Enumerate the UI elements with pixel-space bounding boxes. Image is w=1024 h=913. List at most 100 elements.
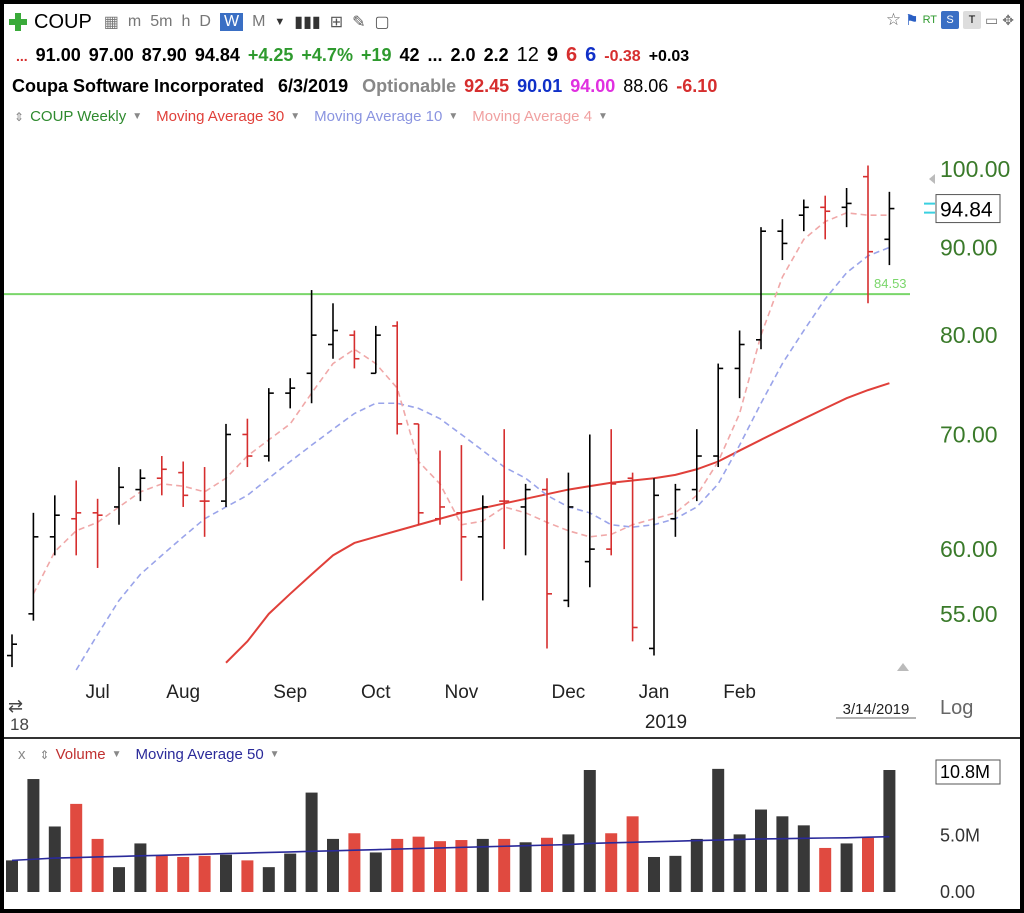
scroll-up-icon [929,174,935,184]
rt-label[interactable]: RT [922,14,938,26]
ohlc-bar [756,227,766,350]
chevron-down-icon: ▼ [111,749,122,760]
volume-bar [797,825,810,892]
volume-ma50-line [11,835,890,862]
volume-bar [776,816,789,892]
toolbar: COUP ▦ m 5m h D W M ▼ ▮▮▮ ⊞ ✎ ▢ ☆ ⚑ RT S… [4,4,1020,40]
quote-v10: +0.03 [648,48,690,65]
legend-ma30[interactable]: Moving Average 30 ▼ [156,108,300,125]
y-tick-label: 90.00 [940,235,998,261]
optionable-label: Optionable [362,76,457,96]
ma10-line [75,246,890,671]
window-icon[interactable]: ▭ [985,11,999,28]
x-tick-label: Feb [723,682,756,703]
timeframe-month[interactable]: M [252,13,266,30]
volume-bar [498,838,511,892]
volume-bar [70,803,83,892]
ohlc-bar [520,483,531,556]
scroll-up-icon [897,663,909,671]
legend-ma10[interactable]: Moving Average 10 ▼ [314,108,458,125]
timeframe-5-minute[interactable]: 5m [150,13,173,30]
ohlc-bar [477,495,488,601]
legend-ma4-label: Moving Average 4 [472,108,593,125]
ohlc-bar [413,423,424,525]
volume-bar [605,833,618,892]
chevron-down-icon: ▼ [269,749,280,760]
ohlc-bar [563,472,574,608]
price-legend: ⇕ COUP Weekly ▼ Moving Average 30 ▼ Movi… [14,108,608,125]
quote-low: 87.90 [141,45,187,65]
ohlc-bar [114,467,124,525]
star-icon[interactable]: ☆ [885,10,902,29]
ma30-value: 92.45 [464,76,510,96]
timeframe-day[interactable]: D [199,13,211,30]
quote-change: +4.25 [247,45,294,65]
year-label: 2019 [645,712,687,733]
grid-icon[interactable]: ⊞ [329,14,344,31]
ohlc-bar [456,445,467,581]
quote-v1: +19 [360,45,392,65]
timeframe-week[interactable]: W [219,13,244,31]
price-marker-lines [924,202,935,214]
symbol-label[interactable]: COUP [34,10,92,33]
notes-icon[interactable]: ▢ [374,14,390,31]
volume-bar [583,770,596,892]
ohlc-bar [285,378,296,409]
chart-style-icon[interactable]: ▦ [103,14,119,31]
legend-volume-label: Volume [55,746,106,763]
info-line: Coupa Software Incorporated 6/3/2019 Opt… [12,76,717,102]
flag-icon[interactable]: ⚑ [905,12,919,29]
ohlc-bar [7,634,17,668]
quote-prefix: ... [16,48,28,64]
chevron-down-icon: ▼ [448,111,459,122]
volume-bar [541,837,553,892]
ohlc-bar [156,456,167,496]
volume-bar [712,768,725,892]
volume-bar [819,847,832,892]
ohlc-bar [863,165,873,304]
t-button[interactable]: T [963,11,982,29]
legend-series-label: COUP Weekly [30,108,127,125]
y-tick-label: 55.00 [940,601,998,627]
pencil-icon[interactable]: ✎ [352,14,366,31]
toolbar-right: ☆ ⚑ RT S T ▭ ✥ [886,10,1014,30]
quote-v3: 2.0 [450,45,476,65]
legend-series[interactable]: ⇕ COUP Weekly ▼ [14,108,142,125]
quote-high: 97.00 [88,45,134,65]
bar-chart-icon[interactable]: ▮▮▮ [294,14,321,31]
ohlc-bar [370,325,381,375]
refresh-icon: ⇄ [8,696,23,717]
volume-bar [755,809,767,892]
expand-icon: ⇕ [14,109,25,124]
legend-volume[interactable]: ⇕ Volume ▼ [40,746,122,763]
add-symbol-icon[interactable] [8,12,28,32]
timeframe-minute[interactable]: m [127,13,142,30]
legend-volume-ma50-label: Moving Average 50 [135,746,264,763]
legend-ma4[interactable]: Moving Average 4 ▼ [472,108,608,125]
x-tick-label: Sep [273,682,307,703]
chevron-down-icon[interactable]: ▼ [274,16,286,28]
s-button[interactable]: S [941,11,960,29]
volume-chart[interactable]: 10.8M 5.0M 0.00 [4,4,1020,909]
volume-bar [198,855,211,892]
ohlc-bar [328,303,338,359]
last-price-label: 94.84 [940,199,993,222]
timeframe-hour[interactable]: h [181,13,191,30]
chart-window: COUP ▦ m 5m h D W M ▼ ▮▮▮ ⊞ ✎ ▢ ☆ ⚑ RT S… [4,4,1020,909]
close-pane-icon[interactable]: x [18,746,26,763]
volume-bar [434,841,446,892]
quote-v9: -0.38 [604,48,641,65]
pane-divider[interactable] [4,737,1020,739]
volume-bar [220,854,232,892]
price-chart[interactable]: 84.53 100.00 90.00 80.00 70.00 60.00 55.00 94.8… [4,4,1020,737]
volume-bar [626,816,639,892]
ohlc-bar [178,461,189,507]
move-icon[interactable]: ✥ [1002,11,1014,28]
legend-volume-ma50[interactable]: Moving Average 50 ▼ [136,746,280,763]
volume-bar [134,843,147,892]
volume-tick-label: 5.0M [940,826,980,846]
last-price-box [935,194,1001,224]
resistance-label: 84.53 [874,276,907,291]
volume-bar [6,860,18,892]
ohlc-bar [542,478,552,649]
